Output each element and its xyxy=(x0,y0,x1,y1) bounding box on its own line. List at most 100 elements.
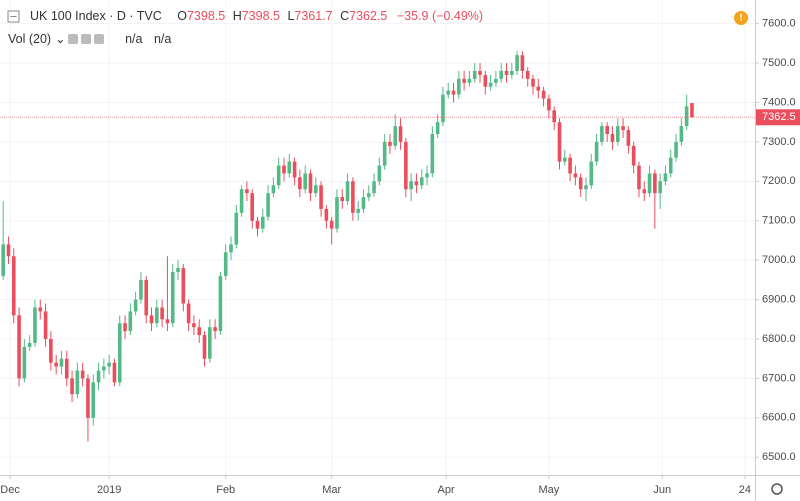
x-tick-label: Jun xyxy=(653,484,671,496)
alert-icon[interactable] xyxy=(734,11,748,25)
volume-label: Vol (20) xyxy=(8,32,51,46)
candle-body xyxy=(404,141,408,190)
volume-value: n/a xyxy=(125,32,142,46)
candle-body xyxy=(308,173,313,194)
candle-body xyxy=(234,212,239,245)
candle-body xyxy=(335,197,339,229)
candle-body xyxy=(313,185,318,194)
candle-body xyxy=(176,268,180,272)
candle-body xyxy=(149,315,154,324)
candle-body xyxy=(488,82,493,87)
alert-mark: ! xyxy=(739,13,742,24)
candle-body xyxy=(202,335,207,359)
y-tick-label: 7100.0 xyxy=(762,215,796,227)
remove-button[interactable] xyxy=(94,34,104,44)
eye-button[interactable] xyxy=(68,34,78,44)
y-tick-label: 7600.0 xyxy=(762,18,796,30)
candle-body xyxy=(123,323,127,332)
candle-body xyxy=(573,173,578,178)
candle-body xyxy=(250,193,254,221)
ohlc-label: O xyxy=(177,9,187,23)
candle-body xyxy=(578,177,583,190)
candle-body xyxy=(446,90,451,95)
candle-body xyxy=(547,98,551,111)
candle-body xyxy=(128,311,133,332)
candle-body xyxy=(54,362,58,367)
y-tick-label: 6700.0 xyxy=(762,372,796,384)
candle-body xyxy=(6,244,11,257)
candle-body xyxy=(366,193,371,198)
candle-body xyxy=(49,339,53,363)
x-tick-label: 24 xyxy=(739,484,751,496)
candle-body xyxy=(483,74,488,87)
candle-body xyxy=(462,78,466,83)
candle-body xyxy=(27,342,32,347)
candle-body xyxy=(80,370,85,379)
candle-body xyxy=(388,141,392,146)
candle-body xyxy=(594,141,599,162)
candle-body xyxy=(584,185,588,190)
x-tick-label: Feb xyxy=(216,484,235,496)
candle-body xyxy=(510,70,514,75)
collapse-button[interactable] xyxy=(7,10,20,23)
ohlc-label: C xyxy=(340,9,349,23)
candle-body xyxy=(292,161,297,178)
candle-body xyxy=(663,173,668,182)
candle-body xyxy=(626,130,631,146)
candle-body xyxy=(70,378,74,395)
y-tick-label: 6900.0 xyxy=(762,293,796,305)
candle-body xyxy=(441,94,445,123)
candle-body xyxy=(674,141,678,158)
candle-body xyxy=(91,382,96,418)
candle-body xyxy=(17,315,21,379)
candle-body xyxy=(515,55,519,71)
settings-button[interactable] xyxy=(81,34,91,44)
candle-body xyxy=(631,145,636,166)
candle-body xyxy=(642,189,647,194)
ohlc-value: 7362.5 xyxy=(349,9,387,23)
ohlc-label: H xyxy=(233,9,242,23)
candle-body xyxy=(467,78,472,83)
candle-body xyxy=(589,161,594,186)
settings-gear[interactable] xyxy=(771,483,783,495)
candle-body xyxy=(255,220,260,229)
candle-body xyxy=(271,185,276,194)
ohlc-value: 7398.5 xyxy=(187,9,225,23)
candle-body xyxy=(531,78,535,87)
candle-body xyxy=(239,189,244,213)
candle-body xyxy=(690,103,694,118)
candle-body xyxy=(59,358,64,367)
candle-body xyxy=(287,161,292,174)
candle-body xyxy=(504,70,509,75)
candle-body xyxy=(419,177,424,186)
candle-body xyxy=(266,193,270,217)
candle-body xyxy=(197,327,202,336)
candle-body xyxy=(525,70,530,79)
candle-body xyxy=(64,358,69,379)
candle-body xyxy=(208,327,212,359)
ohlc-value: 7361.7 xyxy=(294,9,332,23)
change: −35.9 (−0.49%) xyxy=(397,9,483,23)
candle-body xyxy=(457,78,461,95)
candle-body xyxy=(361,197,366,209)
candle-body xyxy=(160,307,164,320)
candle-body xyxy=(472,70,477,79)
candle-body xyxy=(621,126,625,131)
y-tick-label: 7500.0 xyxy=(762,57,796,69)
y-tick-label: 7200.0 xyxy=(762,175,796,187)
chevron[interactable]: ⌄ xyxy=(55,32,65,46)
header: UK 100 Index · D · TVC O7398.5 H7398.5 L… xyxy=(30,9,483,23)
candle-body xyxy=(155,307,159,324)
candle-body xyxy=(133,299,138,312)
candle-body xyxy=(541,90,546,99)
x-tick-label: Mar xyxy=(322,484,341,496)
candle-body xyxy=(451,90,456,95)
candle-body xyxy=(351,181,355,213)
candle-body xyxy=(425,173,429,178)
ohlc-label: L xyxy=(287,9,294,23)
candle-body xyxy=(112,362,117,383)
candle-body xyxy=(102,366,106,371)
candle-body xyxy=(494,78,498,83)
